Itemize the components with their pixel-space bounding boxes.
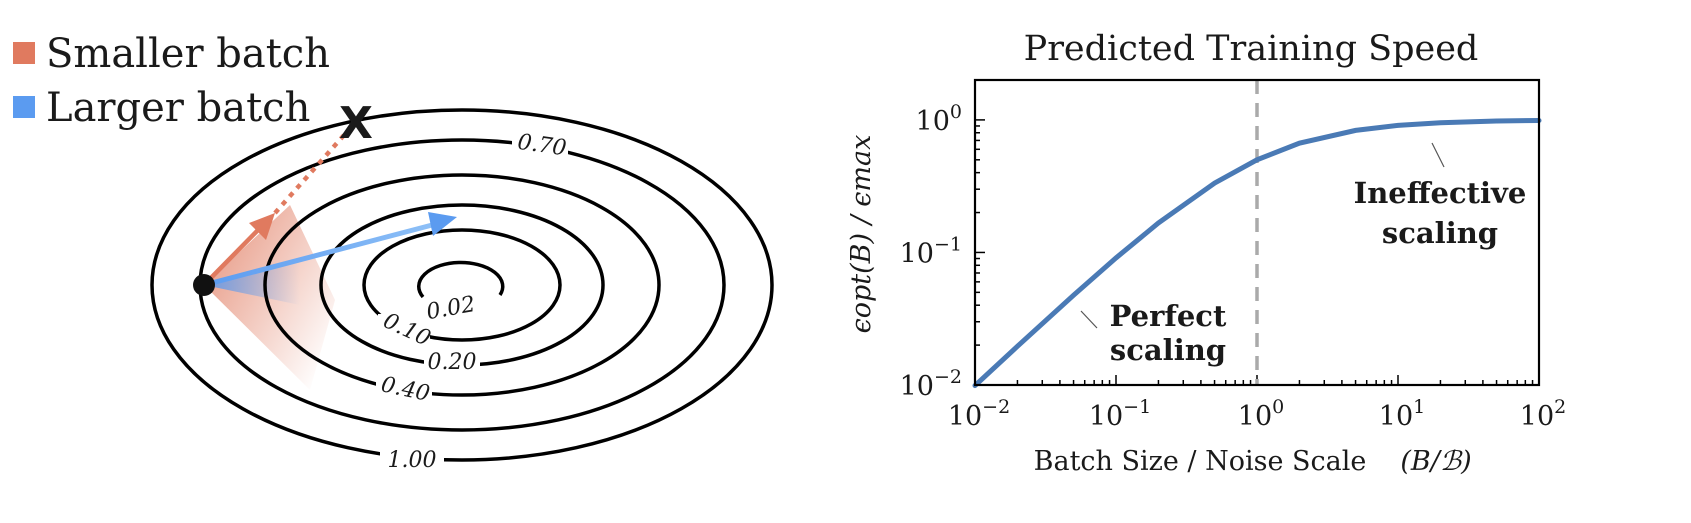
x-tick-label: 101 bbox=[1379, 396, 1425, 432]
x-axis-label: Batch Size / Noise Scale bbox=[1034, 446, 1367, 477]
annotation-perfect-line2: scaling bbox=[1110, 333, 1226, 367]
smaller-batch-arrowhead bbox=[249, 213, 275, 240]
contour-0-02 bbox=[417, 260, 505, 299]
contour-plot: 1.00 0.70 0.40 0.20 0.10 0.02 X bbox=[150, 98, 774, 475]
legend: Smaller batch Larger batch bbox=[13, 31, 330, 131]
y-tick-label: 100 bbox=[916, 101, 962, 137]
contour-label-0-20: 0.20 bbox=[428, 350, 477, 375]
contour-0-10 bbox=[362, 228, 562, 342]
x-tick-labels: 10−2 10−1 100 101 102 bbox=[948, 396, 1566, 432]
plot-frame bbox=[973, 78, 1541, 387]
annotation-ineffective-line2: scaling bbox=[1382, 216, 1498, 250]
overshoot-x-icon: X bbox=[339, 98, 373, 149]
y-axis-label: ϵopt(B) / ϵmax bbox=[846, 135, 877, 334]
annotation-ineffective-line1: Ineffective bbox=[1354, 176, 1527, 210]
x-tick-label: 10−2 bbox=[948, 396, 1010, 432]
x-tick-label: 10−1 bbox=[1089, 396, 1151, 432]
legend-label-smaller-batch: Smaller batch bbox=[46, 31, 330, 77]
contour-0-40 bbox=[263, 173, 661, 397]
annotation-leader-ineffective bbox=[1431, 142, 1445, 168]
legend-swatch-larger-batch bbox=[13, 96, 35, 118]
larger-batch-noise-fan bbox=[204, 262, 300, 305]
y-tick-label: 10−1 bbox=[900, 233, 962, 269]
legend-swatch-smaller-batch bbox=[13, 42, 35, 64]
x-tick-label: 102 bbox=[1520, 396, 1566, 432]
smaller-batch-step-arrow bbox=[202, 228, 260, 287]
annotation-leader-perfect bbox=[1080, 310, 1098, 329]
contour-1-00 bbox=[150, 108, 774, 462]
contour-label-1-00: 1.00 bbox=[388, 448, 437, 473]
annotation-perfect-line1: Perfect bbox=[1110, 299, 1227, 333]
training-speed-chart: Predicted Training Speed 10−2 10−1 100 101 1… bbox=[846, 29, 1566, 477]
larger-batch-step-arrow bbox=[203, 221, 437, 288]
chart-title: Predicted Training Speed bbox=[1024, 29, 1479, 69]
y-tick-label: 10−2 bbox=[900, 366, 962, 402]
start-point-marker bbox=[193, 274, 215, 296]
series-line-training-speed bbox=[972, 118, 1542, 389]
legend-label-larger-batch: Larger batch bbox=[46, 85, 310, 131]
larger-batch-arrowhead bbox=[428, 212, 457, 236]
x-tick-label: 100 bbox=[1238, 396, 1284, 432]
smaller-batch-overshoot-path bbox=[273, 123, 355, 215]
y-tick-labels: 10−2 10−1 100 bbox=[900, 101, 962, 402]
x-axis-label-math: (B/ℬ) bbox=[1400, 446, 1471, 477]
